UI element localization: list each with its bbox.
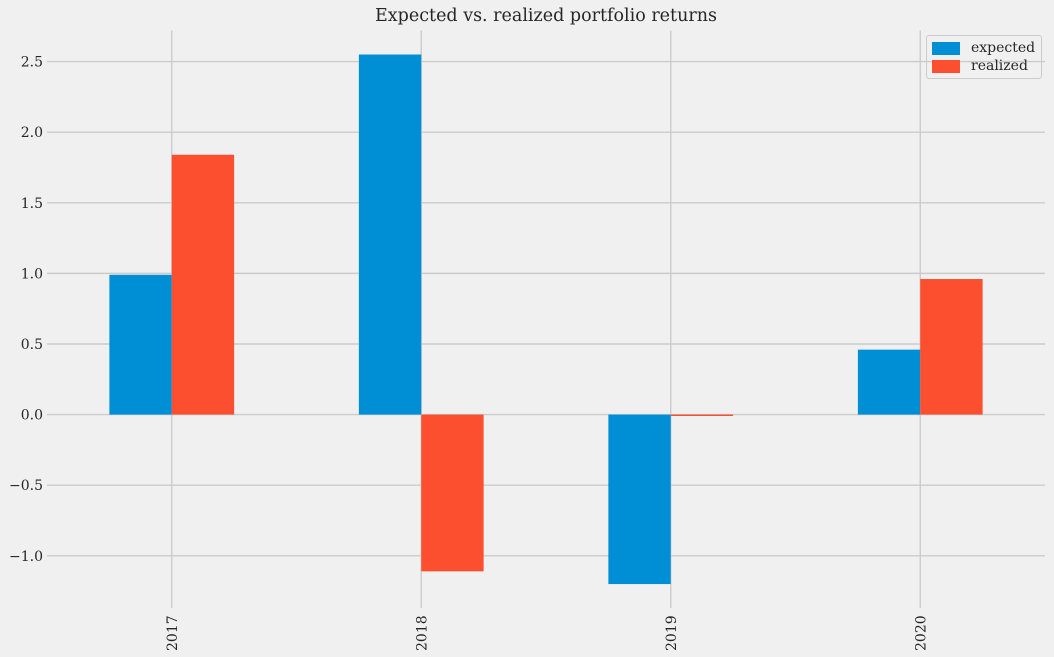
y-tick-label: 1.5 (21, 196, 43, 212)
y-tick-label: −0.5 (9, 478, 43, 494)
bar-expected-2017 (109, 274, 172, 415)
legend-swatch-expected-icon (932, 41, 960, 55)
x-tick-label: 2017 (165, 615, 181, 651)
legend-label-realized: realized (971, 58, 1028, 74)
legend-label-expected: expected (971, 40, 1036, 56)
bar-expected-2020 (857, 349, 921, 415)
bar-realized-2019 (670, 414, 734, 417)
bar-expected-2019 (608, 414, 671, 585)
legend-item-expected: expected (932, 39, 1035, 57)
bar-realized-2018 (421, 414, 484, 572)
legend-item-realized: realized (932, 57, 1035, 75)
y-tick-label: 2.5 (21, 55, 43, 71)
x-tick-label: 2020 (913, 615, 929, 651)
legend: expected realized (926, 35, 1042, 79)
y-tick-label: −1.0 (9, 549, 43, 565)
x-tick-label: 2019 (664, 615, 680, 651)
y-tick-label: 1.0 (21, 266, 43, 282)
bar-expected-2018 (358, 54, 422, 415)
chart-title: Expected vs. realized portfolio returns (375, 6, 717, 26)
bar-realized-2020 (920, 279, 983, 415)
bar-realized-2017 (171, 154, 235, 415)
y-tick-label: 2.0 (21, 125, 43, 141)
legend-swatch-realized-icon (932, 59, 960, 73)
x-tick-label: 2018 (414, 615, 430, 651)
y-tick-label: 0.5 (21, 337, 43, 353)
y-tick-label: 0.0 (21, 408, 43, 424)
